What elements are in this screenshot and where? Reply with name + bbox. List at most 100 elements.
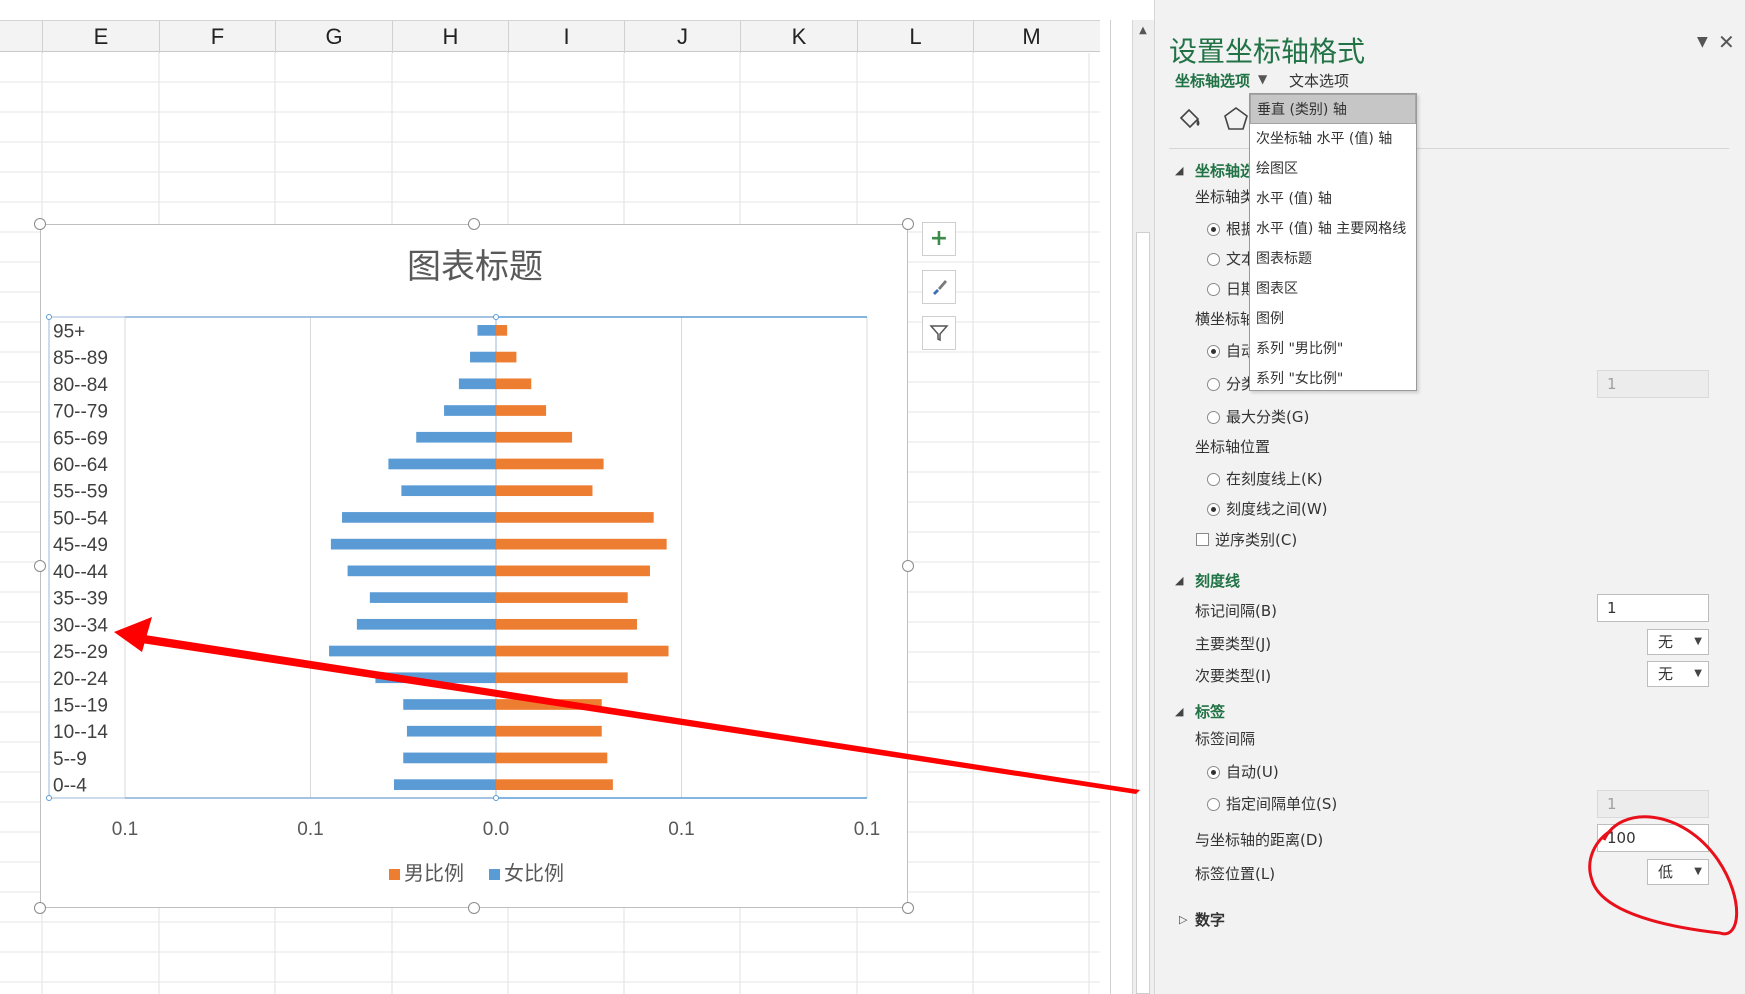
bar-男比例[interactable] xyxy=(496,378,532,390)
column-header-i[interactable]: I xyxy=(508,21,624,53)
resize-handle-right[interactable] xyxy=(902,560,914,572)
distance-input[interactable]: 100 xyxy=(1597,824,1709,852)
cross-category-input[interactable]: 1 xyxy=(1597,370,1709,398)
cross-auto-radio[interactable] xyxy=(1207,345,1220,358)
bar-女比例[interactable] xyxy=(342,512,496,523)
cross-max-label[interactable]: 最大分类(G) xyxy=(1226,408,1310,426)
section-number[interactable]: 数字 xyxy=(1195,911,1226,929)
fill-line-icon[interactable] xyxy=(1175,104,1205,134)
bar-女比例[interactable] xyxy=(356,618,496,630)
label-position-select[interactable]: 低 ▼ xyxy=(1647,859,1709,885)
bar-男比例[interactable] xyxy=(496,752,608,764)
close-icon[interactable]: ✕ xyxy=(1718,30,1735,54)
bar-女比例[interactable] xyxy=(470,351,496,363)
reverse-categories-checkbox[interactable] xyxy=(1196,533,1209,546)
label-interval-specify-label[interactable]: 指定间隔单位(S) xyxy=(1226,795,1338,813)
pos-between-radio[interactable] xyxy=(1207,503,1220,516)
bar-女比例[interactable] xyxy=(369,592,496,603)
scrollbar-thumb[interactable] xyxy=(1136,232,1150,994)
legend-label[interactable]: 男比例 xyxy=(404,861,464,885)
collapse-triangle-icon[interactable]: ◢ xyxy=(1175,164,1184,177)
major-type-select[interactable]: 无 ▼ xyxy=(1647,629,1709,655)
bar-男比例[interactable] xyxy=(496,405,547,416)
bar-男比例[interactable] xyxy=(496,725,602,737)
bar-女比例[interactable] xyxy=(388,458,496,470)
bar-男比例[interactable] xyxy=(496,512,654,523)
resize-handle-top-left[interactable] xyxy=(34,218,46,230)
axis-selection-handle[interactable] xyxy=(46,314,52,320)
chart-filters-button[interactable] xyxy=(922,316,956,350)
resize-handle-bottom[interactable] xyxy=(468,902,480,914)
bar-女比例[interactable] xyxy=(401,485,496,497)
bar-女比例[interactable] xyxy=(444,405,496,416)
bar-男比例[interactable] xyxy=(496,779,613,790)
column-header-e[interactable]: E xyxy=(42,21,159,53)
reverse-categories-label[interactable]: 逆序类别(C) xyxy=(1215,531,1298,549)
collapse-triangle-icon[interactable]: ◢ xyxy=(1175,705,1184,718)
menu-item-vertical-category-axis[interactable]: 垂直 (类别) 轴 xyxy=(1250,94,1416,124)
bar-女比例[interactable] xyxy=(330,538,496,550)
menu-item-series-male[interactable]: 系列 "男比例" xyxy=(1256,341,1344,357)
cross-max-radio[interactable] xyxy=(1207,411,1220,424)
minor-type-select[interactable]: 无 ▼ xyxy=(1647,661,1709,687)
cross-auto-label[interactable]: 自动 xyxy=(1226,342,1257,360)
bar-男比例[interactable] xyxy=(496,618,637,630)
pos-on-tick-label[interactable]: 在刻度线上(K) xyxy=(1226,470,1323,488)
bar-女比例[interactable] xyxy=(416,431,496,443)
axis-type-auto-radio[interactable] xyxy=(1207,223,1220,236)
chart-area[interactable]: 图表标题 0.1 0.1 0.0 0.1 0.1 0--4 5--9 10--14 15--19… xyxy=(40,224,908,908)
resize-handle-top-right[interactable] xyxy=(902,218,914,230)
axis-type-date-radio[interactable] xyxy=(1207,283,1220,296)
bar-女比例[interactable] xyxy=(375,672,496,684)
label-interval-auto-radio[interactable] xyxy=(1207,766,1220,779)
cross-category-label[interactable]: 分类 xyxy=(1226,375,1257,393)
bar-男比例[interactable] xyxy=(496,538,667,550)
column-header-f[interactable]: F xyxy=(159,21,275,53)
expand-triangle-icon[interactable]: ▷ xyxy=(1179,913,1188,926)
bar-女比例[interactable] xyxy=(347,565,496,577)
menu-item-horizontal-value-axis[interactable]: 水平 (值) 轴 xyxy=(1256,191,1332,207)
bar-女比例[interactable] xyxy=(458,378,496,390)
bar-男比例[interactable] xyxy=(496,672,628,684)
bar-女比例[interactable] xyxy=(477,325,496,336)
axis-type-date-label[interactable]: 日期 xyxy=(1226,280,1257,298)
effects-icon[interactable] xyxy=(1221,104,1251,134)
section-tickmarks[interactable]: 刻度线 xyxy=(1195,572,1241,590)
bar-男比例[interactable] xyxy=(496,431,573,443)
pos-on-tick-radio[interactable] xyxy=(1207,473,1220,486)
bar-女比例[interactable] xyxy=(403,752,496,764)
column-header-l[interactable]: L xyxy=(857,21,973,53)
bar-男比例[interactable] xyxy=(496,699,602,710)
axis-type-auto-label[interactable]: 根据 xyxy=(1226,220,1257,238)
label-interval-auto-label[interactable]: 自动(U) xyxy=(1226,763,1279,781)
bar-女比例[interactable] xyxy=(406,725,496,737)
column-header-m[interactable]: M xyxy=(973,21,1089,53)
chart-title[interactable]: 图表标题 xyxy=(407,247,543,287)
menu-item-series-female[interactable]: 系列 "女比例" xyxy=(1256,371,1344,387)
menu-item-legend[interactable]: 图例 xyxy=(1256,311,1284,327)
menu-item-secondary-horizontal-value-axis[interactable]: 次坐标轴 水平 (值) 轴 xyxy=(1256,131,1393,147)
tab-text-options[interactable]: 文本选项 xyxy=(1289,72,1350,90)
tick-interval-input[interactable]: 1 xyxy=(1597,594,1709,622)
chart-elements-button[interactable]: + xyxy=(922,222,956,256)
vertical-axis-selection[interactable] xyxy=(48,316,497,799)
resize-handle-bottom-right[interactable] xyxy=(902,902,914,914)
bar-男比例[interactable] xyxy=(496,645,669,657)
axis-selection-handle[interactable] xyxy=(493,314,499,320)
bar-男比例[interactable] xyxy=(496,325,508,336)
menu-item-plot-area[interactable]: 绘图区 xyxy=(1256,161,1298,177)
menu-item-chart-area[interactable]: 图表区 xyxy=(1256,281,1298,297)
column-header-j[interactable]: J xyxy=(624,21,740,53)
axis-selection-handle[interactable] xyxy=(46,795,52,801)
bar-男比例[interactable] xyxy=(496,458,604,470)
pane-options-icon[interactable]: ▼ xyxy=(1697,34,1708,50)
resize-handle-top[interactable] xyxy=(468,218,480,230)
scroll-up-arrow-icon[interactable]: ▲ xyxy=(1139,25,1147,36)
bar-女比例[interactable] xyxy=(403,699,496,710)
label-interval-specify-radio[interactable] xyxy=(1207,798,1220,811)
format-axis-pane[interactable]: 设置坐标轴格式 ▼ ✕ 坐标轴选项 ▼ 文本选项 ◢ 坐标轴选项 坐标轴类型 根… xyxy=(1154,0,1745,994)
cross-category-radio[interactable] xyxy=(1207,378,1220,391)
axis-options-dropdown-menu[interactable]: 垂直 (类别) 轴 次坐标轴 水平 (值) 轴 绘图区 水平 (值) 轴 水平 … xyxy=(1249,93,1417,391)
chart-styles-button[interactable] xyxy=(922,270,956,304)
legend-label[interactable]: 女比例 xyxy=(504,861,564,885)
